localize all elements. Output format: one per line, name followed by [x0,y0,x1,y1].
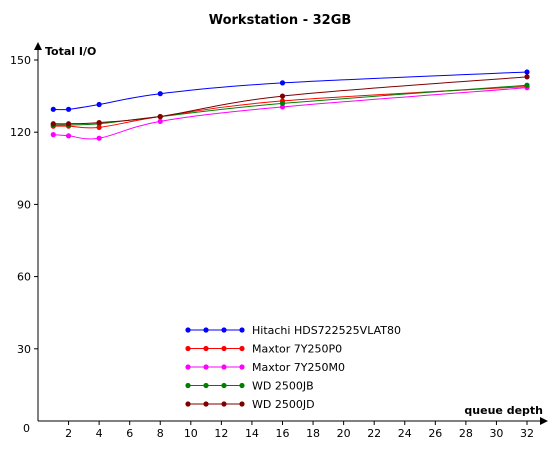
series-1 [50,83,530,130]
legend-marker [185,382,191,389]
legend-marker [221,401,227,407]
x-tick-label: 16 [276,427,290,440]
legend-entry: Maxtor 7Y250M0 [185,361,345,374]
legend-marker [239,401,245,407]
series-0 [50,69,530,112]
legend-marker [221,345,227,352]
y-tick-label: 30 [17,343,31,356]
data-point [524,69,530,75]
x-axis-label: queue depth [464,404,543,417]
x-tick-label: 2 [65,427,72,440]
data-point [279,104,286,110]
legend-label: Maxtor 7Y250M0 [252,361,345,374]
data-point [157,118,163,124]
x-tick-label: 24 [398,427,412,440]
data-point [157,113,163,120]
x-tick-label: 8 [157,427,164,440]
legend-marker [203,345,209,352]
x-tick-label: 30 [489,427,503,440]
legend-marker [203,364,209,370]
data-point [65,121,72,127]
legend-entry: Maxtor 7Y250P0 [185,343,342,356]
series-line [53,71,528,111]
series-2 [50,85,530,141]
legend: Hitachi HDS722525VLAT80 Maxtor 7Y250P0 Max… [185,324,401,411]
legend-marker [185,345,191,352]
data-point [279,100,286,106]
legend-entry: WD 2500JB [185,380,314,393]
legend-marker [239,327,245,333]
data-point [65,106,72,112]
x-tick-label: 28 [459,427,473,440]
x-tick-label: 26 [428,427,442,440]
legend-marker [221,364,227,370]
plot-area [50,69,530,141]
legend-marker [221,382,227,389]
data-point [157,91,163,97]
y-tick-label: 150 [10,54,31,67]
legend-marker [185,364,191,370]
x-tick-label: 4 [96,427,103,440]
x-axis-arrow [540,417,548,425]
legend-entry: WD 2500JD [185,398,315,411]
axes [34,42,548,425]
x-tick-label: 32 [520,427,534,440]
x-tick-label: 22 [367,427,381,440]
legend-marker [185,401,191,407]
data-point [524,74,530,80]
y-axis-arrow [34,42,42,50]
legend-label: WD 2500JD [252,398,315,411]
legend-entry: Hitachi HDS722525VLAT80 [185,324,401,337]
legend-marker [203,382,209,389]
data-point [96,124,102,130]
legend-label: Maxtor 7Y250P0 [252,343,342,356]
data-point [65,133,72,139]
legend-marker [239,382,245,389]
data-point [50,121,56,127]
legend-marker [221,327,227,333]
x-tick-label: 20 [337,427,351,440]
data-point [279,80,286,86]
x-tick-label: 18 [306,427,320,440]
y-tick-label: 120 [10,126,31,139]
x-tick-label: 14 [245,427,259,440]
y-tick-label: 90 [17,198,31,211]
legend-label: Hitachi HDS722525VLAT80 [252,324,401,337]
chart-title: Workstation - 32GB [209,13,352,28]
legend-marker [239,364,245,370]
data-point [50,132,56,138]
legend-marker [203,401,209,407]
legend-marker [185,327,191,333]
x-tick-label: 6 [126,427,133,440]
series-line [53,84,528,126]
y-tick-label: 60 [17,271,31,284]
legend-label: WD 2500JB [252,380,314,393]
series-4 [50,74,530,127]
data-point [96,119,102,126]
legend-marker [203,327,209,333]
y-axis-label: Total I/O [45,45,96,58]
data-point [96,135,102,141]
x-tick-label: 12 [214,427,228,440]
legend-marker [239,345,245,352]
data-point [279,93,286,99]
data-point [96,101,102,108]
data-point [50,106,56,112]
data-point [524,82,530,88]
x-tick-label: 10 [184,427,198,440]
y-tick-label: 0 [23,422,30,435]
